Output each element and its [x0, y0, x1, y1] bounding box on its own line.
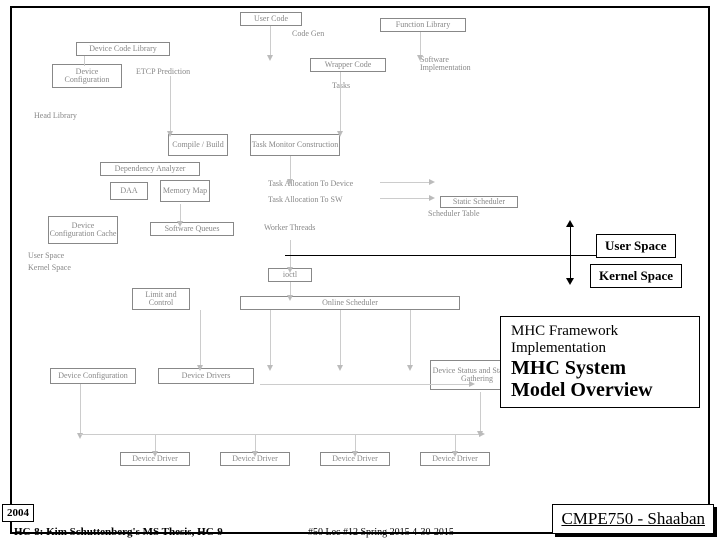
- connector: [170, 76, 171, 132]
- arrowhead-icon: [177, 221, 183, 227]
- diagram-node-task-to-dev: Task Allocation To Device: [268, 180, 378, 190]
- callout-line2: Implementation: [511, 340, 689, 357]
- connector: [270, 310, 271, 366]
- diagram-node-sched-static: Static Scheduler: [440, 196, 518, 208]
- arrowhead-icon: [352, 451, 358, 457]
- connector: [355, 434, 356, 452]
- diagram-node-etcp: ETCP Prediction: [136, 68, 210, 82]
- arrowhead-icon: [477, 431, 483, 437]
- diagram-node-limit-ctrl: Limit and Control: [132, 288, 190, 310]
- arrowhead-icon: [197, 365, 203, 371]
- callout-line4: Model Overview: [511, 379, 689, 401]
- diagram-node-user-space-l: User Space: [28, 252, 88, 262]
- connector: [155, 434, 156, 452]
- connector: [80, 434, 480, 435]
- diagram-node-kernel-space-l: Kernel Space: [28, 264, 92, 274]
- connector: [410, 310, 411, 366]
- diagram-node-dev-conf: Device Configuration: [52, 64, 122, 88]
- arrowhead-icon: [337, 365, 343, 371]
- arrowhead-icon: [417, 55, 423, 61]
- footer-mid: #50 Lec #12 Spring 2015 4-30-2015: [308, 527, 454, 538]
- diagram-node-sw-queue: Software Queues: [150, 222, 234, 236]
- arrowhead-icon: [407, 365, 413, 371]
- callout-line1: MHC Framework: [511, 323, 689, 340]
- connector: [420, 32, 421, 56]
- diagram-node-memmap: Memory Map: [160, 180, 210, 202]
- diagram-node-task-to-sw: Task Allocation To SW: [268, 196, 378, 206]
- diagram-node-daa: DAA: [110, 182, 148, 200]
- arrowhead-icon: [337, 131, 343, 137]
- diagram-node-code-gen: Code Gen: [292, 30, 340, 40]
- connector: [455, 434, 456, 452]
- connector: [270, 26, 271, 56]
- diagram-node-func-lib: Function Library: [380, 18, 466, 32]
- diagram-node-dev-code-lib: Device Code Library: [76, 42, 170, 56]
- arrowhead-icon: [287, 179, 293, 185]
- arrowhead-icon: [152, 451, 158, 457]
- kernel-space-label: Kernel Space: [590, 264, 682, 288]
- arrow-up-icon: [566, 220, 574, 227]
- connector: [84, 56, 85, 66]
- diagram-node-compile: Compile / Build: [168, 134, 228, 156]
- connector: [340, 310, 341, 366]
- connector: [290, 156, 291, 180]
- arrowhead-icon: [452, 451, 458, 457]
- connector: [180, 204, 181, 222]
- callout-line3: MHC System: [511, 357, 689, 379]
- arrowhead-icon: [287, 267, 293, 273]
- callout-box: MHC Framework Implementation MHC System …: [500, 316, 700, 408]
- diagram-node-dep-anal: Dependency Analyzer: [100, 162, 200, 176]
- arrowhead-icon: [429, 179, 435, 185]
- user-space-label: User Space: [596, 234, 676, 258]
- diagram-node-task-mon: Task Monitor Construction: [250, 134, 340, 156]
- diagram-node-head-lib: Head Library: [34, 112, 94, 122]
- arrowhead-icon: [429, 195, 435, 201]
- arrowhead-icon: [252, 451, 258, 457]
- diagram-node-soft-impl: Software Implementation: [420, 56, 498, 78]
- footer-left: HC-8: Kim Schuttenberg's MS Thesis, HC-9: [14, 526, 223, 538]
- diagram-node-hw-threads: Worker Threads: [264, 224, 334, 240]
- connector: [260, 384, 470, 385]
- diagram-node-user-code: User Code: [240, 12, 302, 26]
- connector: [480, 392, 481, 432]
- connector: [380, 198, 430, 199]
- arrowhead-icon: [267, 365, 273, 371]
- diagram-node-dev-conf-cache: Device Configuration Cache: [48, 216, 118, 244]
- diagram-node-online-sched: Online Scheduler: [240, 296, 460, 310]
- connector: [290, 240, 291, 268]
- arrowhead-icon: [167, 131, 173, 137]
- diagram-node-sched-table: Scheduler Table: [428, 210, 486, 230]
- connector: [290, 282, 291, 296]
- connector: [255, 434, 256, 452]
- diagram-node-tasks-lbl: Tasks: [332, 82, 372, 92]
- connector: [340, 72, 341, 132]
- connector: [380, 182, 430, 183]
- arrowhead-icon: [267, 55, 273, 61]
- arrowhead-icon: [469, 381, 475, 387]
- course-box: CMPE750 - Shaaban: [552, 504, 714, 534]
- arrowhead-icon: [287, 295, 293, 301]
- year-box: 2004: [2, 504, 34, 522]
- arrow-down-icon: [566, 278, 574, 285]
- connector: [80, 384, 81, 434]
- diagram-node-wrapper: Wrapper Code: [310, 58, 386, 72]
- connector: [200, 310, 201, 366]
- space-arrow-bar: [570, 226, 571, 278]
- diagram-node-dev-drivers: Device Drivers: [158, 368, 254, 384]
- diagram-node-dev-config2: Device Configuration: [50, 368, 136, 384]
